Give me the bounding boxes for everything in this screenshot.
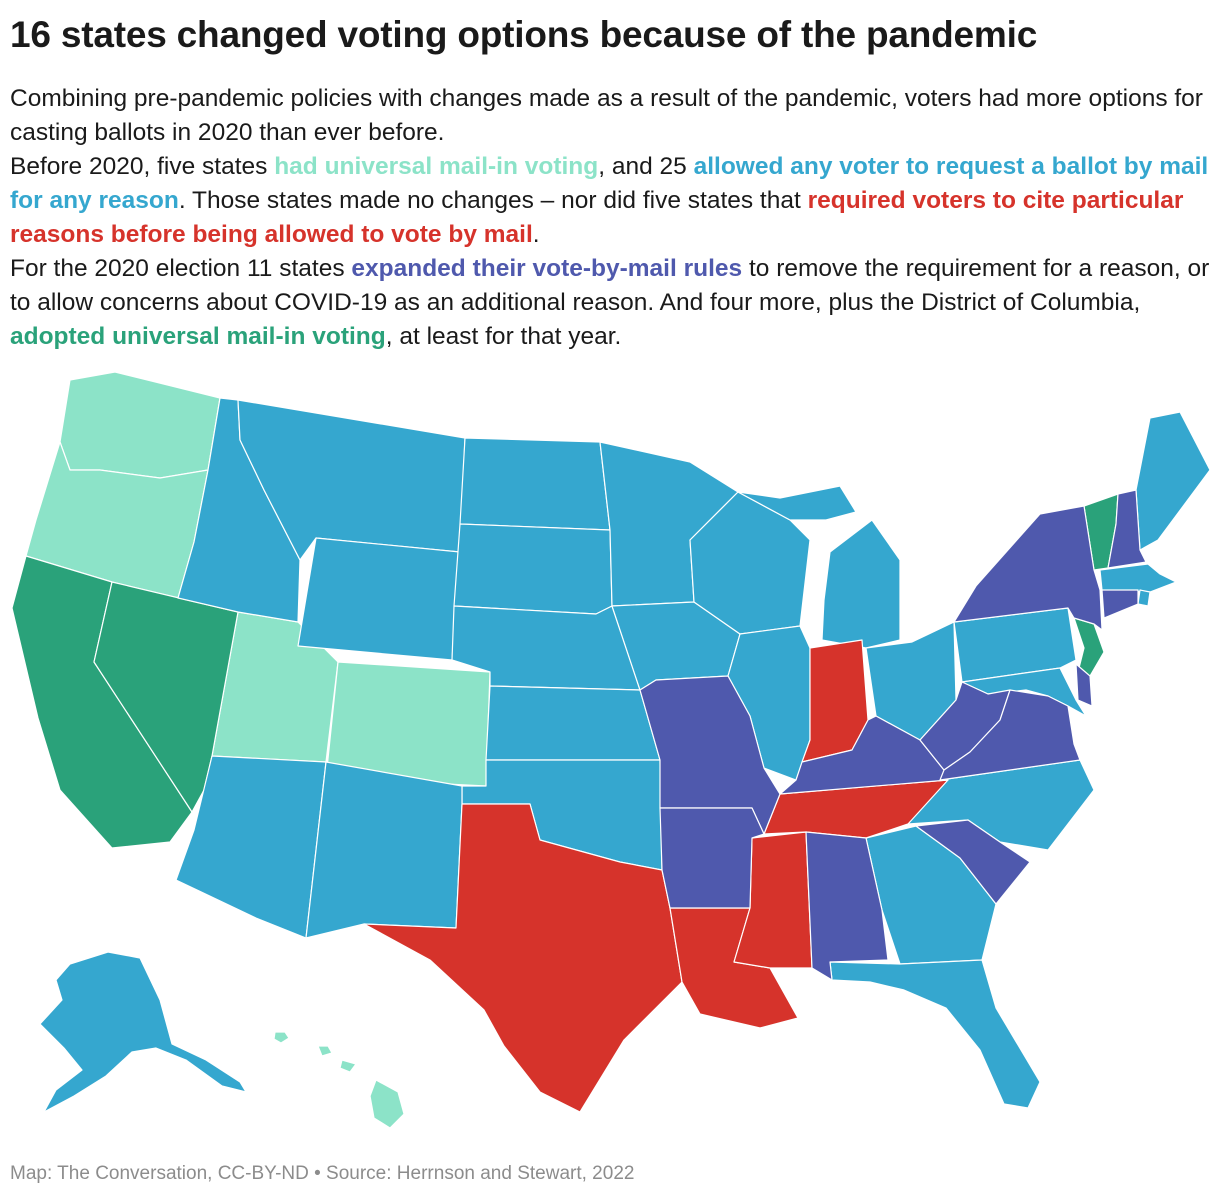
state-new-hampshire[interactable] bbox=[1107, 489, 1147, 569]
intro-paragraph-1: Combining pre-pandemic policies with cha… bbox=[10, 85, 1203, 146]
state-alabama[interactable] bbox=[805, 831, 889, 981]
state-texas[interactable] bbox=[363, 803, 683, 1113]
state-virginia[interactable] bbox=[939, 689, 1081, 781]
state-kansas[interactable] bbox=[485, 685, 661, 761]
state-new-mexico[interactable] bbox=[305, 761, 463, 939]
state-michigan-upper[interactable] bbox=[737, 485, 857, 521]
state-south-dakota[interactable] bbox=[453, 523, 613, 615]
legend-any-reason: allowed any voter to request a ballot by… bbox=[10, 153, 1209, 214]
intro-text-run: , and 25 bbox=[598, 153, 694, 180]
legend-universal-before: had universal mail-in voting bbox=[274, 153, 599, 180]
source-footer: Map: The Conversation, CC-BY-ND • Source… bbox=[10, 1163, 635, 1184]
state-washington[interactable] bbox=[59, 371, 221, 479]
state-new-york[interactable] bbox=[953, 505, 1103, 631]
state-north-carolina[interactable] bbox=[907, 759, 1095, 851]
state-florida[interactable] bbox=[829, 959, 1041, 1109]
page-title: 16 states changed voting options because… bbox=[10, 14, 1038, 55]
us-states-map bbox=[11, 371, 1211, 1129]
state-michigan[interactable] bbox=[821, 519, 901, 649]
state-connecticut[interactable] bbox=[1101, 589, 1139, 619]
state-north-dakota[interactable] bbox=[459, 437, 611, 531]
intro-text-run: to remove the requirement for a reason, … bbox=[10, 255, 1210, 316]
intro-paragraph-2: Before 2020, five states had universal m… bbox=[10, 150, 1210, 252]
state-delaware[interactable] bbox=[1075, 663, 1093, 707]
intro-text-run: . bbox=[532, 221, 540, 248]
legend-expanded: expanded their vote-by-mail rules bbox=[351, 255, 743, 282]
legend-excuse-required: required voters to cite particular reaso… bbox=[10, 187, 1184, 248]
state-arkansas[interactable] bbox=[659, 807, 765, 909]
intro-text-run: For the 2020 election 11 states bbox=[10, 255, 352, 282]
intro-text-run: , at least for that year. bbox=[385, 323, 622, 350]
intro-text: Combining pre-pandemic policies with cha… bbox=[10, 82, 1210, 354]
state-alaska[interactable] bbox=[39, 951, 247, 1113]
state-maine[interactable] bbox=[1135, 411, 1211, 551]
intro-text-run: . Those states made no changes – nor did… bbox=[178, 187, 808, 214]
state-south-carolina[interactable] bbox=[915, 819, 1031, 905]
state-massachusetts[interactable] bbox=[1099, 563, 1177, 593]
state-wyoming[interactable] bbox=[297, 537, 461, 661]
legend-adopted-universal: adopted universal mail-in voting bbox=[10, 323, 386, 350]
intro-paragraph-3: For the 2020 election 11 states expanded… bbox=[10, 252, 1210, 354]
intro-text-run: Before 2020, five states bbox=[10, 153, 275, 180]
state-rhode-island[interactable] bbox=[1137, 589, 1151, 607]
state-hawaii[interactable] bbox=[273, 1031, 405, 1129]
